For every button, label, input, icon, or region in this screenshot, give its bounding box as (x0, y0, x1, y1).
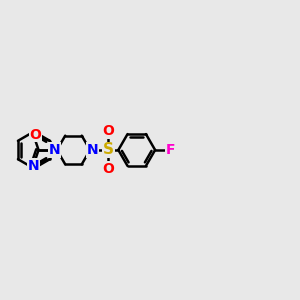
Text: N: N (49, 143, 60, 157)
Text: O: O (103, 124, 114, 138)
Text: S: S (103, 142, 114, 158)
Text: F: F (165, 143, 175, 157)
Text: O: O (103, 162, 114, 176)
Text: N: N (28, 159, 40, 173)
Text: O: O (29, 128, 41, 142)
Text: N: N (87, 143, 98, 157)
